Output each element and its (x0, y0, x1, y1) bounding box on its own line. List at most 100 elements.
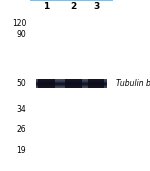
Bar (30, 0, 112, 1)
Bar (30, 0, 112, 1)
Bar (30, 0, 112, 1)
Bar (30, 0, 112, 1)
Text: 34: 34 (16, 105, 26, 114)
Bar (30, 0, 112, 1)
Bar (30, 0, 112, 1)
Bar (30, 0, 112, 1)
Bar (30, 0, 112, 1)
Bar (30, 0, 112, 1)
Bar (30, 0, 112, 1)
Bar (30, 0, 112, 1)
Bar (30, 0, 112, 1)
Bar (30, 0, 112, 1)
Bar (30, 0, 112, 1)
Bar (30, 0, 112, 1)
Bar (30, 0, 112, 1)
Bar (30, 0, 112, 1)
Bar (30, 0, 112, 1)
Bar (30, 0, 112, 1)
Bar (30, 0, 112, 1)
Bar (30, 0, 112, 1)
Bar (30, 0, 112, 1)
Bar (30, 0, 112, 1)
Text: 3: 3 (93, 2, 99, 11)
Bar (30, 0, 112, 1)
Bar (30, 0, 112, 1)
Bar (30, 0, 112, 1)
Bar (30, 0, 112, 1)
Bar (30, 0, 112, 1)
Bar (30, 0, 112, 1)
Bar (30, 0, 112, 1)
Bar (30, 0, 112, 1)
Bar (30, 0, 112, 1)
Bar (30, 0, 112, 1)
Bar (30, 0, 112, 1)
Bar (30, 0, 112, 1)
Bar (30, 0, 112, 1)
Bar (30, 0, 112, 1)
Bar (30, 0, 112, 1)
Bar (30, 0, 112, 1)
Bar (30, 0, 112, 1)
Bar (30, 0, 112, 1)
Bar (30, 0, 112, 1)
Bar (30, 0, 112, 1)
Bar (30, 0, 112, 1)
Bar (30, 0, 112, 1)
Bar (30, 0, 112, 1)
Bar (30, 0, 112, 1)
Bar (30, 0, 112, 1)
Bar (30, 0, 112, 1)
Bar (30, 0, 112, 1)
Bar (30, 0, 112, 1)
Bar (30, 0, 112, 1)
Bar (30, 0, 112, 1)
Bar (30, 0, 112, 1)
Bar (30, 0, 112, 1)
Bar (30, 0, 112, 1)
Bar (30, 0, 112, 1)
Bar (30, 0, 112, 1)
Bar (30, 0, 112, 1)
Bar (30, 0, 112, 1)
Bar (30, 0, 112, 1)
Bar (30, 0, 112, 1)
Bar (30, 0, 112, 1)
Text: 26: 26 (17, 126, 26, 134)
Bar (30, 0, 112, 1)
Bar (30, 0, 112, 1)
Text: 90: 90 (16, 30, 26, 39)
Bar (30, 0, 112, 1)
Bar (30, 0, 112, 1)
Bar (30, 0, 112, 1)
Bar (30, 0, 112, 1)
Bar (30, 0, 112, 1)
Bar (30, 0, 112, 1)
Bar (30, 0, 112, 1)
Bar (30, 0, 112, 1)
Bar (30, 0, 112, 1)
Bar (30, 0, 112, 1)
Bar (30, 0, 112, 1)
Bar (30, 0, 112, 1)
Bar (30, 0, 112, 1)
Text: 120: 120 (12, 19, 26, 28)
Bar (30, 0, 112, 1)
Bar (30, 0, 112, 1)
Bar (30, 0, 112, 1)
Bar (30, 0, 112, 1)
Bar (30, 0, 112, 1)
Bar (30, 0, 112, 1)
Bar (30, 0, 112, 1)
Bar (30, 0, 112, 1)
Bar (30, 0, 112, 1)
Bar (30, 0, 112, 1)
Bar (30, 0, 112, 1)
Bar (30, 0, 112, 1)
Bar (30, 0, 112, 1)
Bar (30, 0, 112, 1)
Bar (30, 0, 112, 1)
Bar (30, 0, 112, 1)
Bar (30, 0, 112, 1)
